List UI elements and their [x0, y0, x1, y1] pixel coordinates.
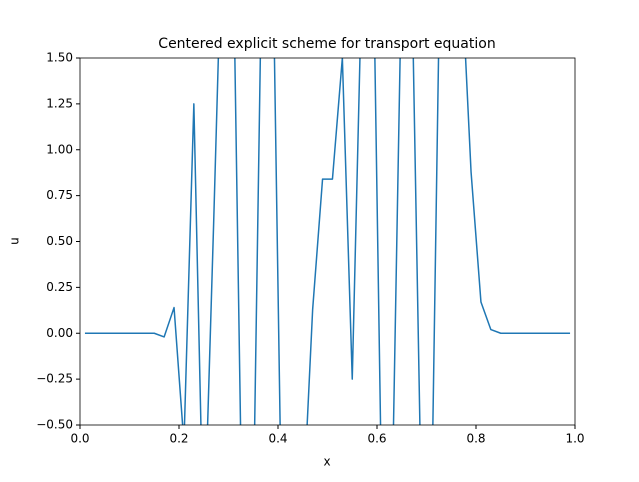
x-axis-label: x — [323, 455, 330, 469]
y-tick-label: 0.25 — [46, 280, 73, 294]
y-tick-label: 0.50 — [46, 234, 73, 248]
x-tick-label: 0.0 — [70, 432, 89, 446]
plot-frame — [79, 57, 576, 426]
y-tick-label: 0.75 — [46, 188, 73, 202]
y-tick-label: −0.50 — [36, 418, 73, 432]
y-tick-label: −0.25 — [36, 372, 73, 386]
x-tick-label: 0.4 — [268, 432, 287, 446]
y-tick-label: 1.50 — [46, 51, 73, 65]
y-tick-label: 0.00 — [46, 326, 73, 340]
y-tick-label: 1.00 — [46, 142, 73, 156]
y-axis-label: u — [8, 237, 22, 245]
x-tick-label: 0.2 — [169, 432, 188, 446]
data-line — [84, 58, 571, 425]
x-tick-label: 0.6 — [367, 432, 386, 446]
y-tick-label: 1.25 — [46, 96, 73, 110]
x-tick-label: 0.8 — [466, 432, 485, 446]
x-tick-label: 1.0 — [565, 432, 584, 446]
chart-title: Centered explicit scheme for transport e… — [158, 36, 495, 52]
